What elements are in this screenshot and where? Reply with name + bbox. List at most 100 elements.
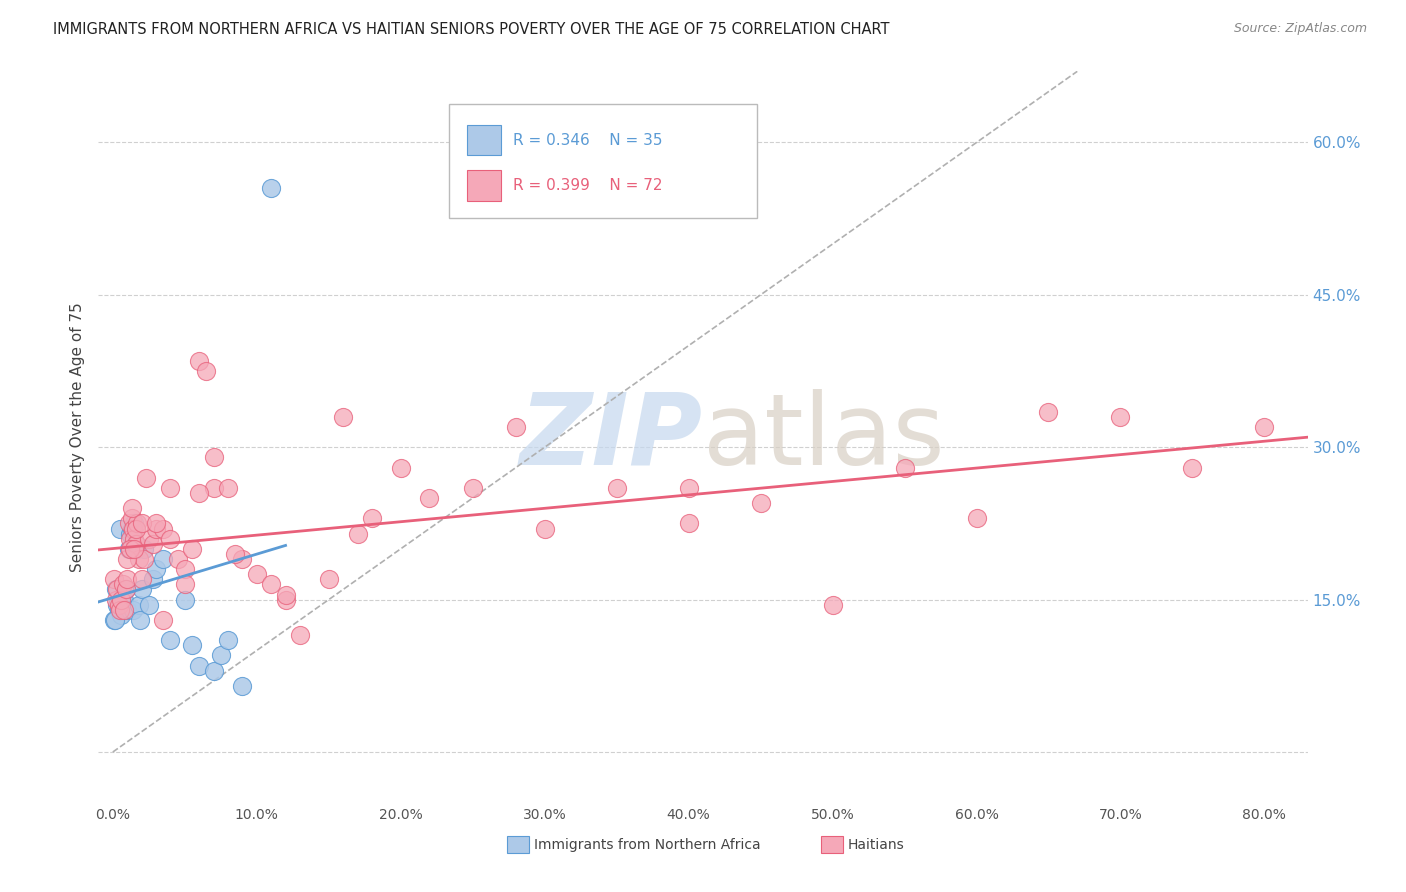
Point: [111, 592, 134, 607]
Point: [332, 409, 354, 424]
Point: [105, 582, 128, 597]
Point: [288, 628, 311, 642]
Point: [318, 572, 340, 586]
Point: [138, 598, 160, 612]
Bar: [508, 837, 529, 853]
Point: [112, 592, 135, 607]
Point: [749, 496, 772, 510]
Point: [122, 521, 145, 535]
Point: [224, 547, 246, 561]
Point: [209, 648, 232, 663]
Point: [128, 552, 150, 566]
Point: [120, 526, 142, 541]
Point: [1109, 409, 1132, 424]
Point: [125, 537, 148, 551]
Bar: [821, 837, 844, 853]
Point: [202, 450, 225, 465]
Point: [135, 471, 157, 485]
Point: [110, 607, 132, 622]
Point: [118, 516, 141, 531]
Point: [104, 613, 127, 627]
Point: [461, 481, 484, 495]
Point: [159, 633, 181, 648]
Point: [115, 552, 138, 566]
Point: [122, 603, 145, 617]
Point: [115, 603, 138, 617]
Point: [260, 577, 283, 591]
Point: [124, 532, 146, 546]
Point: [104, 582, 127, 597]
Point: [110, 592, 132, 607]
Point: [112, 603, 135, 617]
Point: [125, 521, 148, 535]
Text: Source: ZipAtlas.com: Source: ZipAtlas.com: [1233, 22, 1367, 36]
Point: [103, 572, 125, 586]
Point: [107, 598, 129, 612]
Point: [173, 577, 195, 591]
Point: [125, 537, 148, 551]
Point: [142, 572, 165, 586]
Point: [173, 592, 195, 607]
Text: Haitians: Haitians: [848, 838, 905, 852]
Point: [152, 552, 174, 566]
Point: [173, 562, 195, 576]
Text: Immigrants from Northern Africa: Immigrants from Northern Africa: [534, 838, 761, 852]
Point: [142, 537, 165, 551]
Point: [120, 541, 142, 556]
Point: [181, 541, 204, 556]
Point: [104, 592, 127, 607]
Point: [145, 521, 167, 535]
Point: [188, 658, 211, 673]
Point: [159, 481, 181, 495]
Point: [418, 491, 440, 505]
Point: [505, 420, 527, 434]
Point: [361, 511, 384, 525]
Point: [121, 521, 143, 535]
Point: [114, 582, 136, 597]
Point: [114, 582, 136, 597]
Point: [202, 481, 225, 495]
Point: [152, 521, 174, 535]
Text: atlas: atlas: [703, 389, 945, 485]
Point: [1181, 460, 1204, 475]
Point: [274, 592, 297, 607]
Point: [346, 526, 368, 541]
Point: [115, 572, 138, 586]
Bar: [467, 125, 501, 155]
Point: [217, 481, 239, 495]
Text: R = 0.399    N = 72: R = 0.399 N = 72: [513, 178, 662, 193]
Point: [108, 603, 131, 617]
Point: [678, 516, 700, 531]
Point: [1038, 405, 1060, 419]
Point: [121, 511, 143, 525]
Point: [188, 354, 211, 368]
Point: [1253, 420, 1275, 434]
Point: [107, 603, 129, 617]
Point: [195, 364, 218, 378]
Point: [120, 532, 142, 546]
Point: [893, 460, 915, 475]
Point: [152, 613, 174, 627]
Point: [111, 577, 134, 591]
Point: [246, 567, 269, 582]
Point: [217, 633, 239, 648]
Point: [118, 541, 141, 556]
Point: [131, 516, 153, 531]
Y-axis label: Seniors Poverty Over the Age of 75: Seniors Poverty Over the Age of 75: [69, 302, 84, 572]
Point: [124, 516, 146, 531]
Text: ZIP: ZIP: [520, 389, 703, 485]
Point: [389, 460, 412, 475]
Point: [202, 664, 225, 678]
Text: R = 0.346    N = 35: R = 0.346 N = 35: [513, 133, 662, 147]
Point: [128, 598, 150, 612]
Point: [188, 486, 211, 500]
Point: [131, 582, 153, 597]
Text: IMMIGRANTS FROM NORTHERN AFRICA VS HAITIAN SENIORS POVERTY OVER THE AGE OF 75 CO: IMMIGRANTS FROM NORTHERN AFRICA VS HAITI…: [53, 22, 890, 37]
Point: [127, 541, 149, 556]
Point: [159, 532, 181, 546]
Point: [966, 511, 988, 525]
Point: [145, 516, 167, 531]
Bar: [467, 170, 501, 201]
Point: [145, 562, 167, 576]
Point: [678, 481, 700, 495]
